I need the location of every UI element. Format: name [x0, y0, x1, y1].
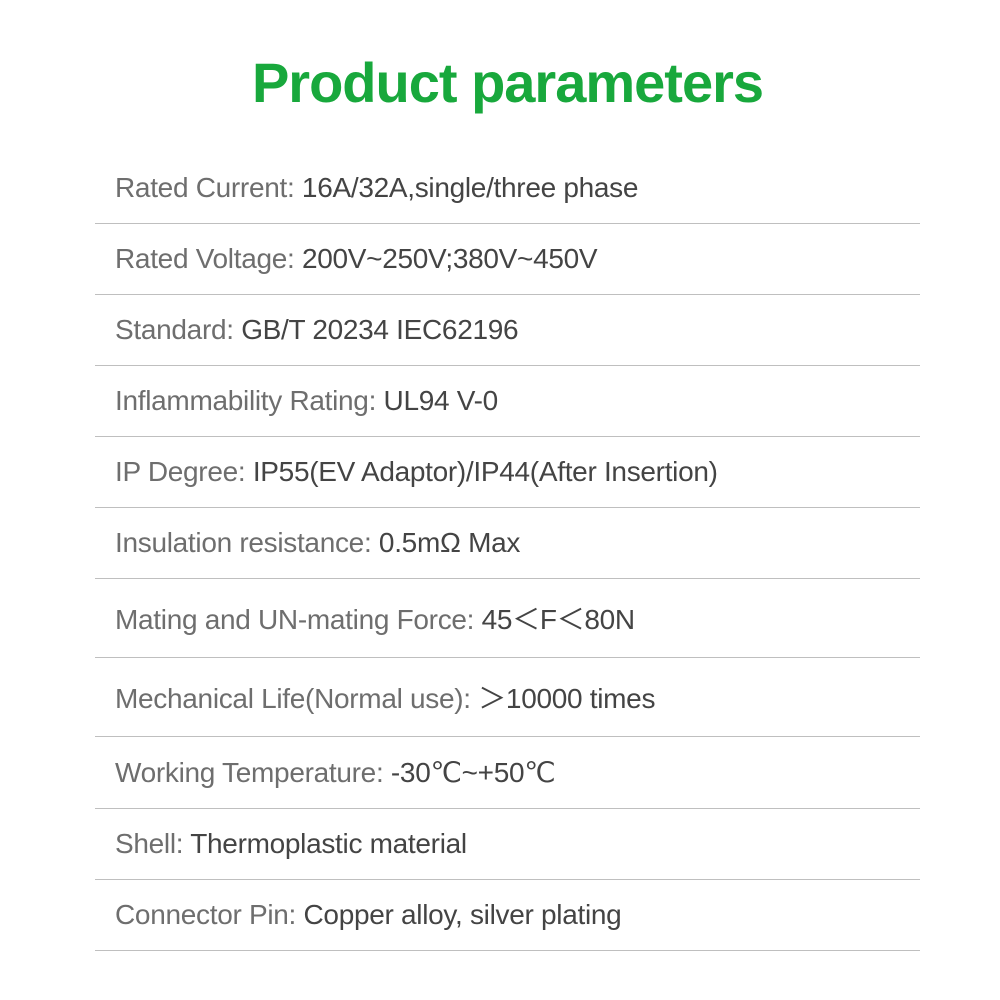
spec-value: -30℃~+50℃: [391, 757, 556, 788]
spec-row: Mating and UN-mating Force: 45＜F＜80N: [95, 579, 920, 658]
spec-value: Thermoplastic material: [190, 828, 467, 859]
spec-value: 16A/32A,single/three phase: [302, 172, 638, 203]
spec-value: GB/T 20234 IEC62196: [241, 314, 518, 345]
spec-row: Standard: GB/T 20234 IEC62196: [95, 295, 920, 366]
spec-value: ＞10000 times: [478, 683, 655, 714]
spec-label: Rated Current:: [115, 172, 302, 203]
spec-value: 45＜F＜80N: [482, 604, 635, 635]
spec-row: Working Temperature: -30℃~+50℃: [95, 737, 920, 809]
spec-label: IP Degree:: [115, 456, 253, 487]
spec-label: Shell:: [115, 828, 190, 859]
spec-label: Mechanical Life(Normal use):: [115, 683, 478, 714]
spec-row: Mechanical Life(Normal use): ＞10000 time…: [95, 658, 920, 737]
spec-label: Insulation resistance:: [115, 527, 379, 558]
spec-value: Copper alloy, silver plating: [304, 899, 622, 930]
page-title: Product parameters: [95, 50, 920, 115]
spec-label: Rated Voltage:: [115, 243, 302, 274]
spec-row: Insulation resistance: 0.5mΩ Max: [95, 508, 920, 579]
spec-label: Working Temperature:: [115, 757, 391, 788]
spec-label: Standard:: [115, 314, 241, 345]
spec-list: Rated Current: 16A/32A,single/three phas…: [95, 153, 920, 951]
spec-row: Rated Current: 16A/32A,single/three phas…: [95, 153, 920, 224]
spec-row: Rated Voltage: 200V~250V;380V~450V: [95, 224, 920, 295]
spec-label: Connector Pin:: [115, 899, 304, 930]
spec-row: IP Degree: IP55(EV Adaptor)/IP44(After I…: [95, 437, 920, 508]
spec-value: 0.5mΩ Max: [379, 527, 520, 558]
spec-label: Mating and UN-mating Force:: [115, 604, 482, 635]
spec-value: IP55(EV Adaptor)/IP44(After Insertion): [253, 456, 718, 487]
spec-row: Inflammability Rating: UL94 V-0: [95, 366, 920, 437]
spec-value: 200V~250V;380V~450V: [302, 243, 597, 274]
spec-row: Shell: Thermoplastic material: [95, 809, 920, 880]
spec-label: Inflammability Rating:: [115, 385, 384, 416]
spec-row: Connector Pin: Copper alloy, silver plat…: [95, 880, 920, 951]
spec-value: UL94 V-0: [384, 385, 498, 416]
